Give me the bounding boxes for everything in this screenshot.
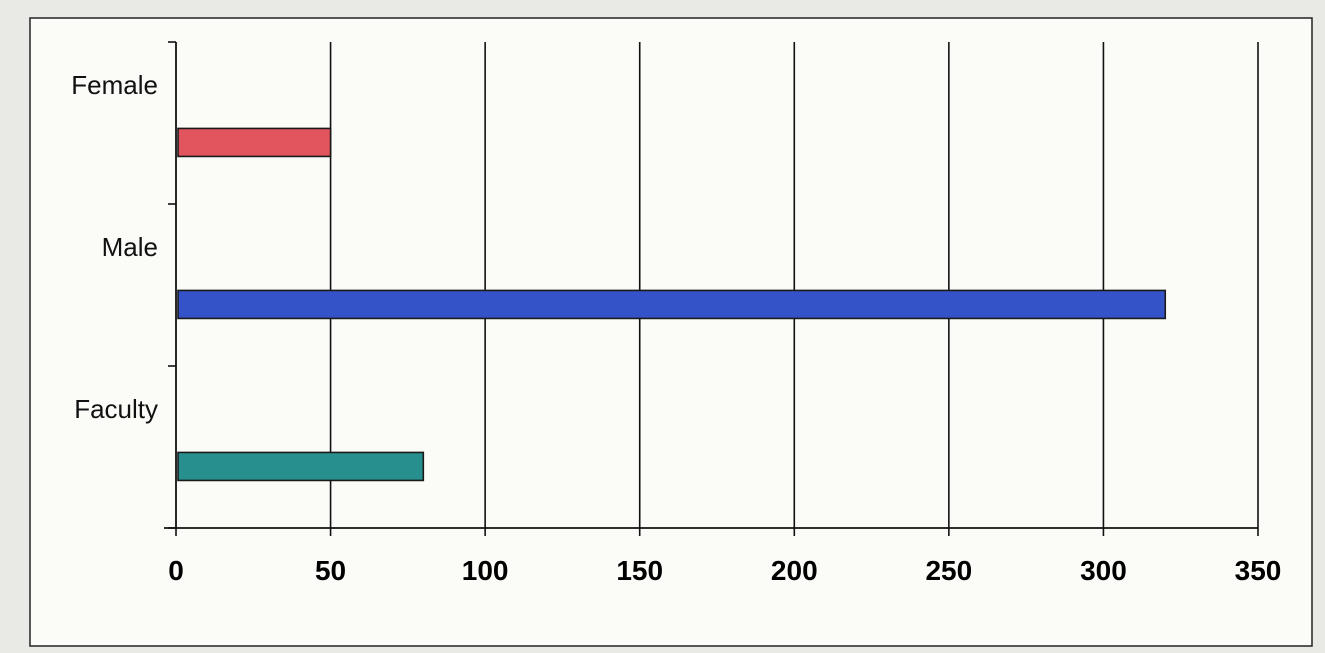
bar-female [177,127,332,158]
x-tick-label-0: 0 [168,555,184,586]
x-tick-label-150: 150 [616,555,663,586]
category-label-male: Male [102,232,158,262]
category-label-faculty: Faculty [74,394,158,424]
bar-male [177,289,1167,320]
labels: Female Male Faculty 0 50 100 150 200 250 300 350 [71,70,1281,586]
x-tick-label-200: 200 [771,555,818,586]
axes [164,41,1259,536]
category-label-female: Female [71,70,158,100]
x-tick-label-300: 300 [1080,555,1127,586]
bar-faculty [177,451,425,482]
gridlines [329,42,1259,528]
x-tick-label-350: 350 [1235,555,1282,586]
chart-background [29,17,1313,647]
x-tick-label-100: 100 [462,555,509,586]
bars [177,127,1167,482]
x-tick-label-250: 250 [925,555,972,586]
x-tick-label-50: 50 [315,555,346,586]
